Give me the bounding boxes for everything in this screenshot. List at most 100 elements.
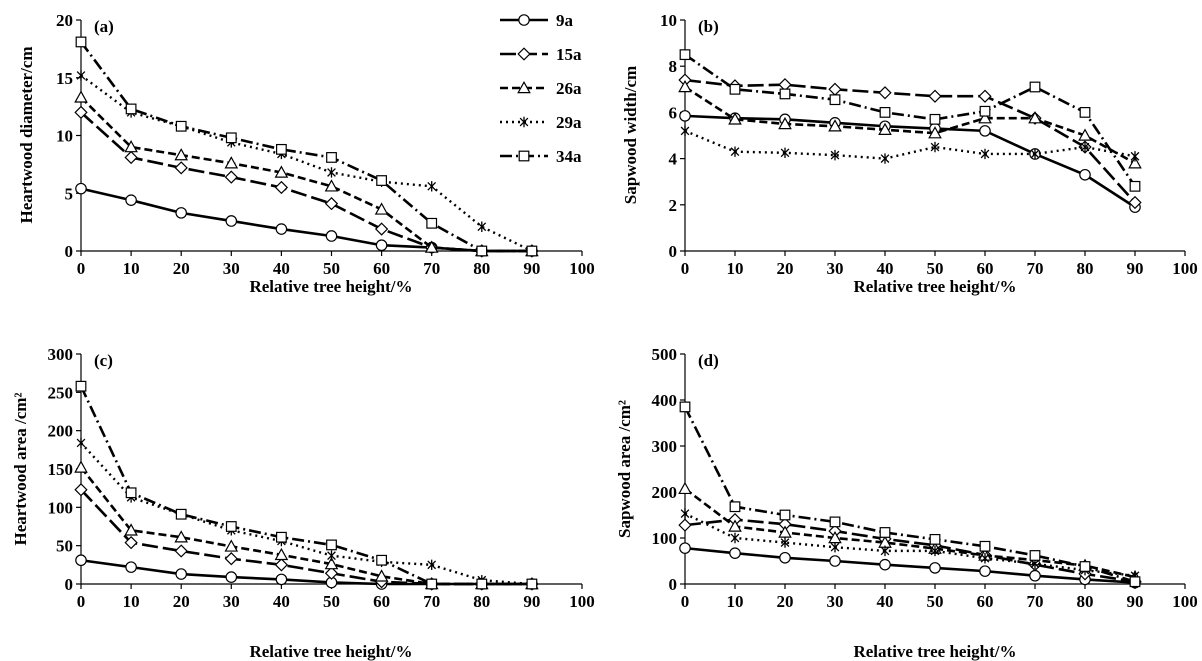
series-26a: [74, 90, 539, 257]
data-point-34a: [75, 380, 87, 392]
data-point-34a: [929, 113, 941, 125]
data-point-34a: [1029, 81, 1041, 93]
y-tick-label: 6: [669, 103, 678, 122]
y-axis-label: Sapwood width/cm: [621, 66, 640, 204]
data-point-9a: [75, 554, 87, 567]
x-tick-label: 50: [927, 259, 944, 278]
y-tick-label: 0: [669, 242, 678, 261]
data-point-9a: [275, 223, 288, 235]
x-tick-label: 50: [323, 259, 340, 278]
data-point-29a: [76, 70, 86, 81]
y-tick-label: 200: [652, 483, 678, 502]
x-tick-label: 100: [569, 259, 595, 278]
x-tick-label: 20: [173, 259, 190, 278]
series-line-34a: [79, 41, 532, 253]
data-point-34a: [729, 83, 741, 95]
data-point-34a: [829, 94, 841, 106]
series-26a: [678, 79, 1142, 169]
series-15a: [678, 512, 1142, 589]
series-34a: [75, 380, 538, 590]
series-line-9a: [684, 114, 1136, 209]
data-point-34a: [679, 401, 691, 413]
x-tick-label: 100: [1172, 259, 1198, 278]
x-tick-label: 90: [523, 259, 540, 278]
x-axis-label: Relative tree height/%: [249, 277, 412, 296]
series-line-15a: [684, 78, 1136, 204]
data-point-9a: [125, 561, 137, 573]
panel-label: (b): [698, 17, 719, 36]
data-point-9a: [779, 551, 791, 564]
data-point-9a: [679, 110, 691, 122]
data-point-9a: [729, 547, 741, 559]
data-point-29a: [427, 559, 437, 571]
series-29a: [680, 125, 1140, 164]
data-point-15a: [1128, 195, 1142, 210]
legend-label-15a: 15a: [556, 45, 582, 64]
x-tick-label: 30: [827, 592, 844, 611]
data-point-29a: [327, 167, 336, 178]
data-point-26a: [678, 481, 692, 495]
series-34a: [679, 401, 1141, 588]
data-point-26a: [928, 126, 942, 139]
data-point-9a: [979, 565, 991, 577]
y-tick-label: 20: [56, 11, 73, 30]
data-point-34a: [979, 105, 991, 117]
series-line-29a: [80, 442, 532, 586]
legend-marker-9a: [518, 14, 530, 26]
data-point-15a: [124, 535, 138, 550]
y-tick-label: 300: [48, 345, 74, 364]
y-tick-label: 250: [48, 383, 74, 402]
data-point-26a: [324, 179, 339, 192]
data-point-29a: [880, 545, 890, 557]
series-line-29a: [80, 74, 533, 253]
data-point-34a: [125, 487, 137, 499]
data-point-15a: [928, 89, 942, 103]
data-point-29a: [427, 181, 437, 192]
x-tick-label: 10: [727, 592, 744, 611]
x-tick-label: 60: [977, 259, 994, 278]
x-tick-label: 90: [523, 592, 540, 611]
data-point-29a: [930, 141, 940, 153]
series-9a: [679, 110, 1141, 213]
data-point-34a: [1079, 106, 1091, 118]
data-point-34a: [276, 531, 287, 543]
data-point-9a: [929, 562, 941, 574]
data-point-34a: [779, 509, 791, 521]
data-point-9a: [1079, 168, 1091, 181]
panel-label: (a): [94, 17, 114, 36]
data-point-26a: [1078, 128, 1092, 141]
data-point-26a: [124, 140, 138, 153]
data-point-29a: [780, 537, 790, 548]
data-point-9a: [225, 215, 238, 227]
data-point-29a: [980, 148, 990, 160]
data-point-34a: [1079, 561, 1091, 572]
data-point-26a: [978, 111, 992, 124]
y-tick-label: 10: [660, 11, 677, 30]
series-line-9a: [80, 558, 532, 586]
y-tick-label: 150: [48, 460, 74, 479]
data-point-26a: [174, 148, 189, 161]
y-axis-label: Heartwood diameter/cm: [17, 46, 36, 223]
data-point-26a: [74, 90, 88, 103]
data-point-29a: [76, 437, 86, 449]
data-point-29a: [1080, 141, 1090, 153]
data-point-9a: [325, 230, 338, 242]
x-tick-label: 80: [473, 592, 490, 611]
data-point-26a: [174, 530, 189, 543]
data-point-34a: [175, 508, 187, 520]
data-point-15a: [74, 105, 88, 120]
x-tick-label: 80: [473, 259, 490, 278]
data-point-26a: [728, 519, 742, 532]
y-tick-label: 300: [652, 437, 678, 456]
data-point-15a: [878, 86, 892, 100]
data-point-34a: [679, 49, 691, 61]
data-point-26a: [728, 112, 742, 125]
data-point-34a: [729, 501, 741, 513]
x-tick-label: 10: [123, 592, 140, 611]
data-point-34a: [476, 578, 488, 590]
x-tick-label: 100: [1172, 592, 1198, 611]
chart-panel-3: 0 100 200 300 400 500 0 10 20 30 40 50 60 70 80 90 100 Re…: [615, 345, 1198, 661]
data-point-34a: [125, 103, 137, 115]
chart-panel-0: 0 5 10 15 20 0 10 20 30 40 50 60 70 80 90 100 Relative t…: [17, 11, 595, 296]
data-point-29a: [327, 550, 336, 561]
